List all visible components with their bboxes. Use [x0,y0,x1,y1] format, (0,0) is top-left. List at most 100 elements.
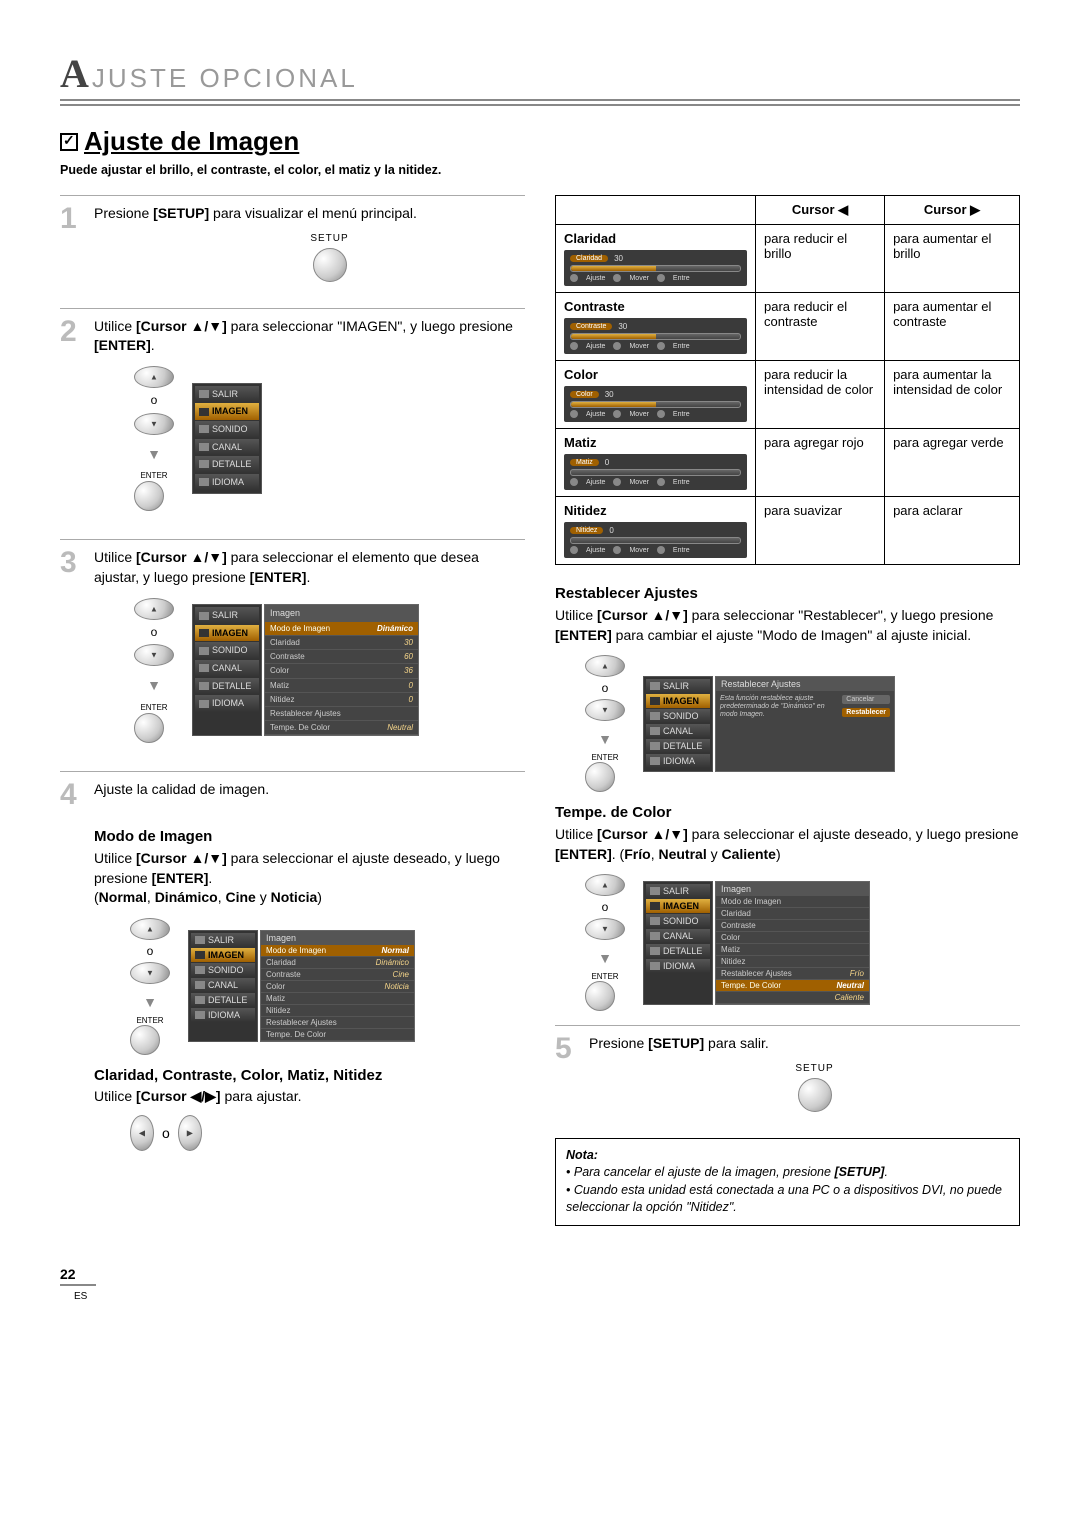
enter-icon [134,481,164,511]
settings-row: Modo de ImagenNormal [261,945,414,957]
down-icon [134,644,174,666]
settings-row: Restablecer Ajustes [261,1017,414,1029]
down-icon [585,918,625,940]
menu-item: DETALLE [646,739,710,753]
down-icon [134,413,174,435]
note-box: Nota: • Para cancelar el ajuste de la im… [555,1138,1020,1226]
left-icon [130,1115,154,1151]
section-title: Ajuste de Imagen [60,126,1020,157]
settings-panel: ImagenModo de ImagenDinámicoClaridad30Co… [264,604,419,736]
setup-button-graphic: SETUP [134,232,525,282]
check-icon [60,133,78,151]
menu-item: IDIOMA [191,1008,255,1022]
cancel-option: Cancelar [842,695,890,704]
up-icon [585,655,625,677]
menu-item: IDIOMA [195,474,259,491]
tempe-heading: Tempe. de Color [555,804,1020,821]
menu-item: IMAGEN [195,625,259,642]
right-icon [178,1115,202,1151]
enter-button-graphic: ENTER [130,1016,170,1055]
menu-item: SONIDO [195,421,259,438]
reset-panel: Restablecer Ajustes Esta función restabl… [715,676,895,772]
round-button-icon [313,248,347,282]
settings-row: Tempe. De Color [261,1029,414,1041]
up-icon [585,874,625,896]
enter-button-graphic: ENTER [134,702,174,743]
step-num: 2 [60,317,84,522]
dpad-icon: o ▼ [134,598,174,696]
up-icon [134,598,174,620]
menu-item: DETALLE [191,993,255,1007]
menu-item: CANAL [646,929,710,943]
menu-item: SALIR [195,386,259,403]
reset-heading: Restablecer Ajustes [555,585,1020,602]
settings-row: Modo de ImagenDinámico [265,622,418,636]
menu-item: DETALLE [646,944,710,958]
step-num: 1 [60,204,84,290]
step-num: 5 [555,1034,579,1120]
settings-row: Contraste60 [265,650,418,664]
header-rule-2 [60,104,1020,106]
menu-panel: SALIRIMAGENSONIDOCANALDETALLEIDIOMA [643,881,713,1005]
settings-row: ClaridadDinámico [261,957,414,969]
page-footer: 22 ES [60,1266,1020,1302]
menu-item: IDIOMA [646,754,710,768]
settings-row: Caliente [716,992,869,1004]
dpad-icon: o ▼ [585,655,625,747]
settings-row: Matiz [261,993,414,1005]
menu-item: CANAL [195,660,259,677]
menu-item: SONIDO [646,914,710,928]
slider-graphic: Claridad30AjusteMoverEntre [564,250,747,286]
step-num: 4 [60,780,84,810]
settings-panel: ImagenModo de ImagenClaridadContrasteCol… [715,881,870,1005]
adjustment-table: Cursor ◀Cursor ▶ClaridadClaridad30Ajuste… [555,195,1020,565]
setup-button-graphic: SETUP [609,1062,1020,1112]
section-title-text: Ajuste de Imagen [84,126,299,157]
dpad-icon: o ▼ [585,874,625,966]
menu-item: IMAGEN [195,403,259,420]
menu-item: CANAL [195,439,259,456]
menu-item: SALIR [191,933,255,947]
slider-graphic: Color30AjusteMoverEntre [564,386,747,422]
dpad-icon: o ▼ [130,918,170,1010]
menu-item: SALIR [195,607,259,624]
menu-item: CANAL [646,724,710,738]
subtitle: Puede ajustar el brillo, el contraste, e… [60,163,1020,177]
settings-row: ColorNoticia [261,981,414,993]
enter-button-graphic: ENTER [134,470,174,511]
settings-row: Matiz0 [265,679,418,693]
enter-icon [585,981,615,1011]
settings-row: Claridad30 [265,636,418,650]
lr-cluster: o [130,1115,525,1151]
dpad-icon: o ▼ [134,366,174,464]
menu-panel: SALIRIMAGENSONIDOCANALDETALLEIDIOMA [192,604,262,736]
enter-icon [134,713,164,743]
slider-graphic: Nitidez0AjusteMoverEntre [564,522,747,558]
step-5: 5 Presione [SETUP] para salir. SETUP [555,1025,1020,1120]
round-button-icon [798,1078,832,1112]
settings-row: Tempe. De ColorNeutral [716,980,869,992]
enter-button-graphic: ENTER [585,753,625,792]
settings-row: Matiz [716,944,869,956]
settings-row: Restablecer Ajustes [265,707,418,721]
settings-row: Nitidez [716,956,869,968]
menu-panel: SALIRIMAGENSONIDOCANALDETALLEIDIOMA [192,383,262,495]
settings-row: ContrasteCine [261,969,414,981]
settings-row: Restablecer AjustesFrío [716,968,869,980]
settings-row: Nitidez0 [265,693,418,707]
header-big-letter: A [60,50,92,97]
settings-row: Color36 [265,664,418,678]
enter-button-graphic: ENTER [585,972,625,1011]
menu-panel: SALIRIMAGENSONIDOCANALDETALLEIDIOMA [188,930,258,1042]
menu-item: DETALLE [195,456,259,473]
settings-row: Contraste [716,920,869,932]
enter-icon [130,1025,160,1055]
menu-item: IMAGEN [646,694,710,708]
menu-item: DETALLE [195,678,259,695]
down-icon [585,699,625,721]
menu-item: IMAGEN [191,948,255,962]
step-2: 2 Utilice [Cursor ▲/▼] para seleccionar … [60,308,525,522]
menu-item: SONIDO [191,963,255,977]
page-header: A JUSTE OPCIONAL [60,50,1020,97]
settings-row: Modo de Imagen [716,896,869,908]
